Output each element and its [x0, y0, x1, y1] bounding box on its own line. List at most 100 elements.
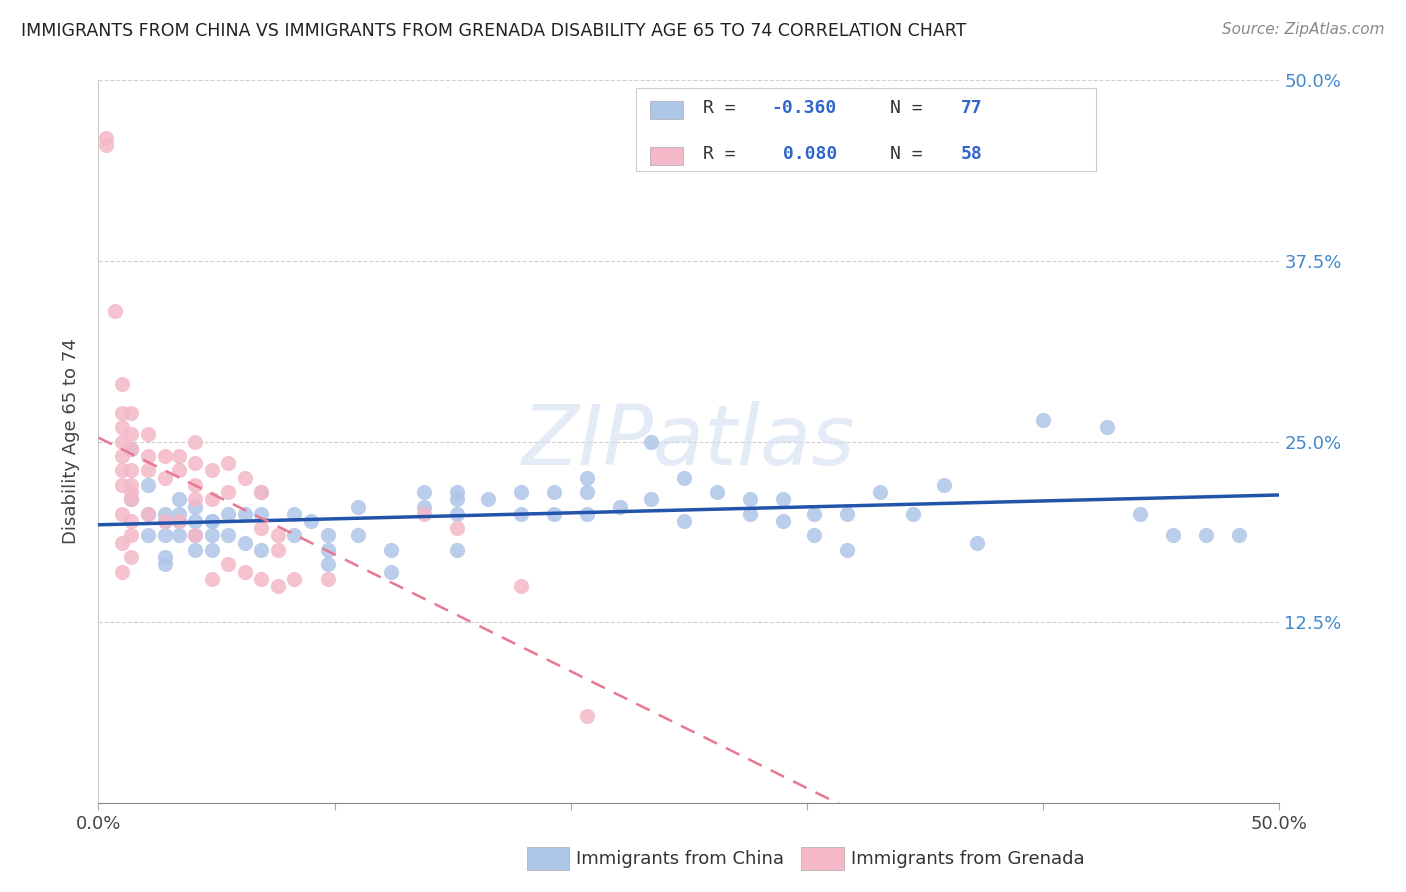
- Point: [299, 514, 322, 528]
- Point: [510, 579, 533, 593]
- Point: [121, 550, 143, 565]
- Point: [136, 507, 159, 521]
- Point: [413, 485, 436, 500]
- Point: [184, 542, 207, 557]
- Point: [184, 492, 207, 507]
- Text: 0.080: 0.080: [772, 145, 837, 163]
- Point: [250, 485, 273, 500]
- Point: [510, 485, 533, 500]
- Point: [347, 528, 370, 542]
- Point: [111, 463, 134, 477]
- Point: [380, 542, 402, 557]
- Point: [347, 500, 370, 514]
- Point: [217, 485, 239, 500]
- Point: [316, 572, 339, 586]
- Point: [136, 507, 159, 521]
- Text: -0.360: -0.360: [772, 100, 837, 118]
- Point: [903, 507, 925, 521]
- Point: [167, 463, 190, 477]
- Text: N =: N =: [890, 145, 934, 163]
- Text: Immigrants from Grenada: Immigrants from Grenada: [851, 850, 1084, 868]
- Point: [167, 528, 190, 542]
- Point: [111, 406, 134, 420]
- Point: [543, 485, 565, 500]
- Point: [111, 420, 134, 434]
- Point: [104, 304, 127, 318]
- Point: [94, 138, 117, 153]
- Point: [167, 514, 190, 528]
- Point: [121, 406, 143, 420]
- Point: [217, 558, 239, 572]
- Y-axis label: Disability Age 65 to 74: Disability Age 65 to 74: [62, 339, 80, 544]
- Point: [772, 492, 794, 507]
- Point: [576, 507, 599, 521]
- Point: [136, 528, 159, 542]
- Point: [640, 434, 662, 449]
- Point: [250, 485, 273, 500]
- Point: [706, 485, 728, 500]
- Point: [740, 507, 762, 521]
- Point: [673, 514, 696, 528]
- Point: [121, 463, 143, 477]
- Point: [267, 542, 290, 557]
- Point: [510, 507, 533, 521]
- Point: [201, 514, 224, 528]
- Point: [316, 528, 339, 542]
- Point: [803, 528, 825, 542]
- Point: [772, 514, 794, 528]
- Point: [153, 514, 176, 528]
- Point: [233, 565, 256, 579]
- Point: [837, 542, 859, 557]
- Point: [153, 528, 176, 542]
- Point: [1095, 420, 1118, 434]
- Text: 77: 77: [960, 100, 983, 118]
- Point: [1195, 528, 1218, 542]
- Point: [136, 478, 159, 492]
- Point: [446, 492, 468, 507]
- Point: [283, 507, 305, 521]
- Point: [250, 521, 273, 535]
- Point: [233, 535, 256, 549]
- Point: [869, 485, 891, 500]
- Point: [543, 507, 565, 521]
- Point: [153, 550, 176, 565]
- Point: [283, 528, 305, 542]
- Point: [250, 572, 273, 586]
- Point: [576, 485, 599, 500]
- FancyBboxPatch shape: [650, 101, 683, 120]
- Point: [201, 528, 224, 542]
- Point: [201, 492, 224, 507]
- Point: [201, 514, 224, 528]
- Point: [201, 542, 224, 557]
- Point: [184, 500, 207, 514]
- Point: [111, 478, 134, 492]
- Text: Source: ZipAtlas.com: Source: ZipAtlas.com: [1222, 22, 1385, 37]
- Point: [316, 542, 339, 557]
- FancyBboxPatch shape: [636, 87, 1097, 170]
- Point: [184, 528, 207, 542]
- Point: [111, 434, 134, 449]
- Point: [233, 507, 256, 521]
- Point: [837, 507, 859, 521]
- Point: [201, 463, 224, 477]
- Point: [136, 463, 159, 477]
- Point: [153, 507, 176, 521]
- Point: [640, 492, 662, 507]
- Point: [167, 492, 190, 507]
- Point: [167, 449, 190, 463]
- Point: [184, 434, 207, 449]
- Point: [184, 478, 207, 492]
- Point: [413, 500, 436, 514]
- Point: [136, 427, 159, 442]
- Point: [153, 470, 176, 484]
- Point: [413, 507, 436, 521]
- Text: Immigrants from China: Immigrants from China: [576, 850, 785, 868]
- Point: [740, 492, 762, 507]
- Point: [217, 528, 239, 542]
- Point: [111, 376, 134, 391]
- Point: [446, 542, 468, 557]
- Point: [121, 514, 143, 528]
- Point: [966, 535, 988, 549]
- Point: [167, 514, 190, 528]
- Point: [1227, 528, 1250, 542]
